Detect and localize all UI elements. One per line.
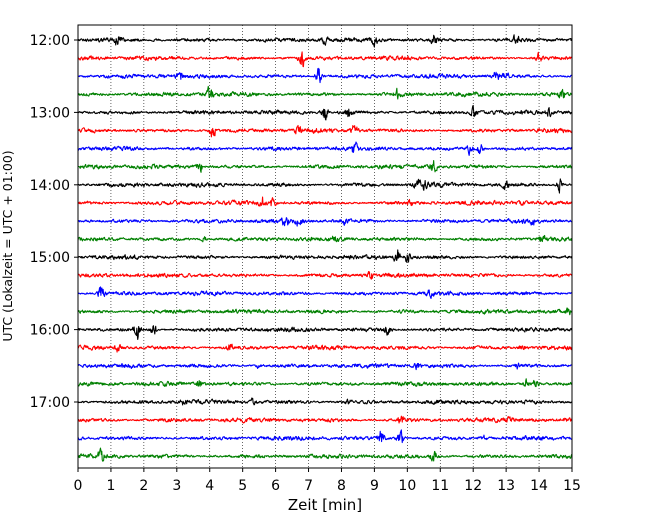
trace-1245: [78, 85, 572, 100]
x-tick-label: 3: [172, 478, 181, 494]
trace-1715: [78, 415, 572, 424]
trace-1315: [78, 124, 572, 138]
trace-1230: [78, 67, 572, 84]
trace-1345: [78, 160, 572, 173]
trace-1745: [78, 447, 572, 462]
x-tick-label: 15: [563, 478, 581, 494]
trace-1330: [78, 141, 572, 156]
y-tick-label: 14:00: [30, 178, 70, 194]
y-tick-label: 15:00: [30, 250, 70, 266]
trace-1200: [78, 34, 572, 48]
x-tick-label: 6: [271, 478, 280, 494]
x-tick-label: 11: [431, 478, 449, 494]
trace-1515: [78, 270, 572, 280]
trace-1700: [78, 397, 572, 406]
trace-1630: [78, 362, 572, 371]
x-tick-label: 5: [238, 478, 247, 494]
x-tick-label: 7: [304, 478, 313, 494]
trace-1730: [78, 429, 572, 444]
y-tick-label: 13:00: [30, 105, 70, 121]
trace-1430: [78, 217, 572, 227]
x-axis-label: Zeit [min]: [288, 496, 362, 514]
x-tick-label: 8: [337, 478, 346, 494]
x-tick-label: 9: [370, 478, 379, 494]
y-tick-label: 16:00: [30, 323, 70, 339]
y-axis-label: UTC (Lokalzeit = UTC + 01:00): [0, 150, 15, 341]
plot-frame: [77, 24, 573, 469]
trace-1615: [78, 343, 572, 353]
trace-1645: [78, 378, 572, 388]
x-tick-label: 13: [497, 478, 515, 494]
x-tick-label: 12: [464, 478, 482, 494]
x-tick-label: 4: [205, 478, 214, 494]
trace-group: [78, 34, 572, 462]
x-tick-label: 2: [139, 478, 148, 494]
trace-1545: [78, 307, 572, 316]
trace-1415: [78, 196, 572, 207]
x-tick-label: 0: [74, 478, 83, 494]
x-axis-ticks: 0 1 2 3 4 5 6 7 8 9 10 11 12 13 14 15: [74, 468, 581, 494]
trace-1500: [78, 249, 572, 263]
trace-1445: [78, 234, 572, 243]
trace-1400: [78, 178, 572, 194]
x-tick-label: 1: [106, 478, 115, 494]
trace-1215: [78, 51, 572, 68]
x-tick-label: 14: [530, 478, 548, 494]
trace-1530: [78, 286, 572, 300]
trace-1300: [78, 104, 572, 121]
y-tick-label: 17:00: [30, 395, 70, 411]
y-axis-ticks: 12:00 13:00 14:00 15:00 16:00 17:00: [30, 33, 78, 411]
trace-1600: [78, 325, 572, 340]
vertical-gridlines: [110, 25, 540, 468]
x-tick-label: 10: [398, 478, 416, 494]
y-tick-label: 12:00: [30, 33, 70, 49]
